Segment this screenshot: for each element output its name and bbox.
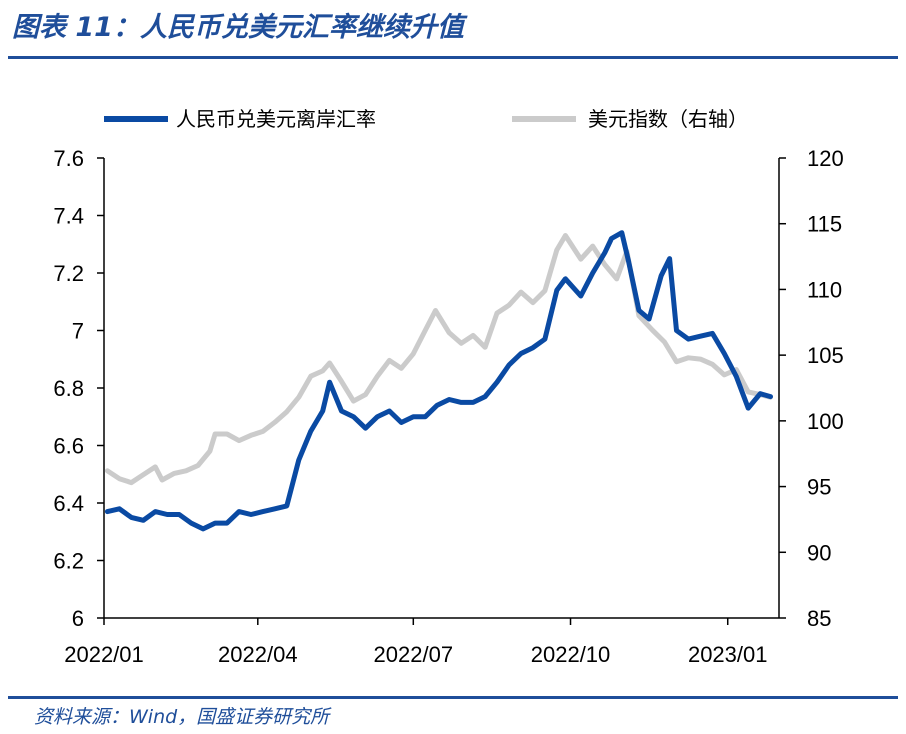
x-tick-label: 2022/01 [64,642,144,667]
chart-axes: 6 6.2 6.4 6.6 6.8 7 7.2 7.4 7.6 85 90 95 100 105 110 11… [53,146,843,667]
y-left-tick-label: 6.4 [53,491,84,516]
y-right-tick-label: 105 [807,343,844,368]
x-tick-label: 2022/07 [374,642,454,667]
y-right-tick-label: 90 [807,540,831,565]
cnh-usd-line [104,230,773,532]
chart-legend: 人民币兑美元离岸汇率 美元指数（右轴） [104,107,748,131]
legend-label: 人民币兑美元离岸汇率 [176,107,376,131]
x-tick-label: 2022/10 [531,642,611,667]
y-left-tick-label: 6.2 [53,549,84,574]
y-right-tick-label: 95 [807,475,831,500]
x-tick-label: 2023/01 [688,642,768,667]
x-tick-label: 2022/04 [218,642,298,667]
source-note: 资料来源：Wind，国盛证券研究所 [34,706,330,728]
legend-label: 美元指数（右轴） [588,107,748,131]
y-left-tick-label: 6 [72,606,84,631]
y-left-tick-label: 6.8 [53,376,84,401]
dollar-index-line [104,233,773,486]
y-left-tick-label: 7.6 [53,146,84,171]
y-left-tick-label: 7.2 [53,261,84,286]
footer-divider [8,696,898,699]
title-divider [8,56,898,59]
y-left-tick-label: 7.4 [53,204,84,229]
y-right-tick-label: 100 [807,409,844,434]
y-right-tick-label: 120 [807,146,844,171]
y-left-tick-label: 6.6 [53,434,84,459]
y-left-tick-label: 7 [72,319,84,344]
y-right-tick-label: 85 [807,606,831,631]
y-right-tick-label: 115 [807,212,842,237]
page-title: 图表 11：人民币兑美元汇率继续升值 [12,12,464,43]
y-right-tick-label: 110 [807,277,842,302]
chart-series [104,230,773,532]
